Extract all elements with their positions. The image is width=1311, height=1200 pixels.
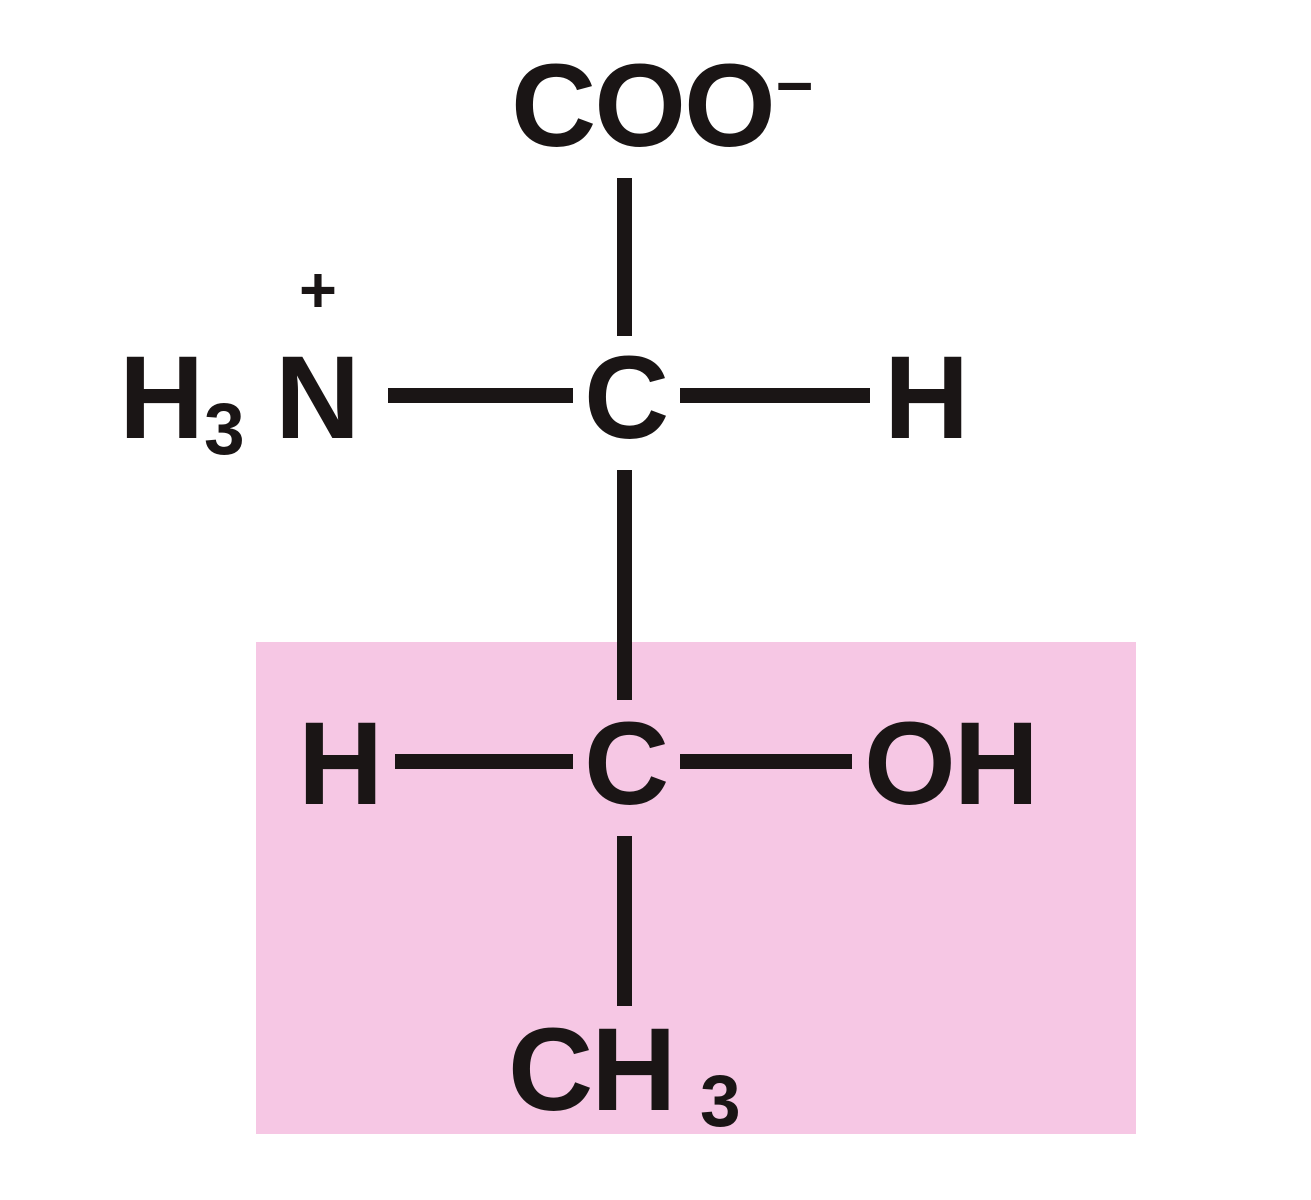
methyl-sub3: 3 xyxy=(700,1060,739,1143)
alpha-carbon-text: C xyxy=(584,332,667,464)
ammonium-sub3-text: 3 xyxy=(204,389,243,470)
beta-hydrogen-text: H xyxy=(298,698,381,830)
methyl-group: CH xyxy=(508,1002,674,1138)
bond-betaH-betaC xyxy=(395,754,573,769)
structure-diagram: COO− H 3 N + C H H C OH CH 3 xyxy=(0,0,1311,1200)
bond-alphaC-h xyxy=(680,388,870,403)
beta-hydrogen: H xyxy=(298,696,381,832)
hydroxyl-group: OH xyxy=(864,696,1037,832)
ammonium-N-text: N xyxy=(275,332,358,464)
ammonium-plus-text: + xyxy=(299,253,335,326)
ammonium-plus: + xyxy=(299,252,335,327)
alpha-hydrogen: H xyxy=(884,330,967,466)
beta-carbon: C xyxy=(584,696,667,832)
ammonium-H: H xyxy=(119,330,202,466)
alpha-carbon: C xyxy=(584,330,667,466)
ammonium-H-text: H xyxy=(119,332,202,464)
bond-alphaC-betaC xyxy=(617,470,632,700)
bond-coo-alphaC xyxy=(617,178,632,336)
bond-n-alphaC xyxy=(388,388,573,403)
methyl-text: CH xyxy=(508,1004,674,1136)
carboxylate-text: COO xyxy=(511,40,774,172)
bond-betaC-oh xyxy=(680,754,852,769)
beta-carbon-text: C xyxy=(584,698,667,830)
alpha-hydrogen-text: H xyxy=(884,332,967,464)
carboxylate-group: COO− xyxy=(511,38,810,174)
carboxylate-charge: − xyxy=(776,49,812,122)
ammonium-N: N xyxy=(275,330,358,466)
methyl-sub3-text: 3 xyxy=(700,1061,739,1142)
bond-betaC-ch3 xyxy=(617,836,632,1006)
ammonium-sub3: 3 xyxy=(204,388,243,471)
hydroxyl-text: OH xyxy=(864,698,1037,830)
